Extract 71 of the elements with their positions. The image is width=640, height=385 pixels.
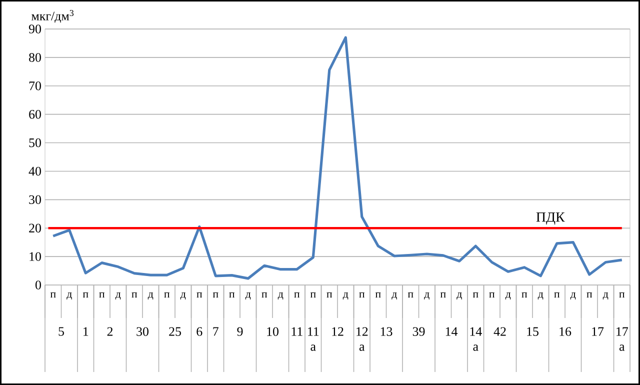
x-tick-label: д — [342, 292, 348, 300]
text: 13 — [380, 327, 392, 336]
text: 17 — [592, 327, 604, 336]
text: 15 — [527, 327, 538, 336]
text: 2 — [107, 327, 113, 336]
text: 42 — [494, 327, 506, 336]
text: 1 — [84, 327, 88, 336]
x-tick-label: п — [472, 292, 478, 298]
x-tick-label: п — [522, 292, 528, 298]
x-tick-label: д — [538, 292, 544, 300]
text: 9 — [237, 327, 243, 336]
text: 25 — [169, 327, 181, 336]
y-tick-label: 80 — [29, 53, 41, 62]
x-tick-label: д — [424, 292, 430, 300]
x-tick-label: д — [456, 292, 462, 300]
line-series — [52, 36, 624, 280]
x-tick-label: д — [245, 292, 251, 300]
x-tick-label: д — [115, 292, 121, 300]
text: 17 а — [616, 327, 628, 351]
y-tick-label: 30 — [29, 195, 41, 204]
x-tick-label: п — [229, 292, 235, 298]
x-tick-label: д — [505, 292, 511, 300]
x-tick-label: п — [212, 292, 218, 298]
ref-line-label: ПДК — [536, 212, 565, 225]
x-tick-label: п — [99, 292, 105, 298]
text: 7 — [213, 327, 219, 336]
x-tick-label: п — [262, 292, 268, 298]
text: 14 а — [470, 327, 482, 351]
text: 14 — [446, 327, 458, 336]
x-tick-label: д — [148, 292, 154, 300]
x-tick-label: д — [392, 292, 397, 300]
y-axis-title: мкг/дм$^{3}$ — [32, 10, 74, 23]
y-tick-label: 40 — [28, 166, 41, 176]
y-tick-label: 90 — [28, 24, 41, 34]
x-tick-label: д — [570, 292, 576, 300]
x-tick-label: д — [180, 292, 186, 300]
x-tick-label: п — [294, 292, 300, 298]
x-tick-label: п — [586, 292, 592, 298]
x-tick-label: п — [619, 292, 625, 298]
text: 10 — [267, 327, 278, 336]
x-tick-label: п — [82, 292, 88, 298]
x-tick-label: п — [408, 292, 414, 298]
y-tick-label: 50 — [29, 138, 41, 148]
y-tick-label: 70 — [29, 82, 41, 90]
text: 39 — [412, 327, 425, 336]
x-tick-label: п — [440, 292, 446, 298]
x-tick-label: п — [196, 292, 202, 298]
text: 11 а — [308, 327, 319, 351]
x-tick-label: д — [602, 292, 608, 300]
text: 12 — [332, 327, 344, 336]
x-tick-label: д — [66, 292, 72, 300]
y-tick-label: 10 — [30, 252, 41, 261]
x-tick-label: п — [50, 292, 56, 298]
text: 16 — [560, 327, 572, 336]
y-tick-label: 20 — [29, 224, 41, 232]
y-tick-label: 60 — [29, 110, 41, 119]
x-tick-label: п — [164, 292, 170, 298]
text: 11 — [292, 327, 302, 336]
text: 5 — [58, 327, 64, 336]
text: 6 — [196, 327, 202, 336]
x-tick-label: д — [278, 292, 284, 300]
text: 30 — [136, 327, 148, 336]
x-tick-label: п — [554, 292, 560, 298]
text: 12 а — [356, 327, 368, 351]
x-tick-label: п — [326, 292, 332, 298]
y-tick-label: 0 — [36, 280, 41, 290]
x-tick-label: п — [375, 292, 381, 298]
x-tick-label: п — [310, 292, 316, 298]
x-tick-label: п — [132, 292, 138, 298]
x-tick-label: п — [359, 292, 365, 298]
x-tick-label: п — [489, 292, 495, 298]
